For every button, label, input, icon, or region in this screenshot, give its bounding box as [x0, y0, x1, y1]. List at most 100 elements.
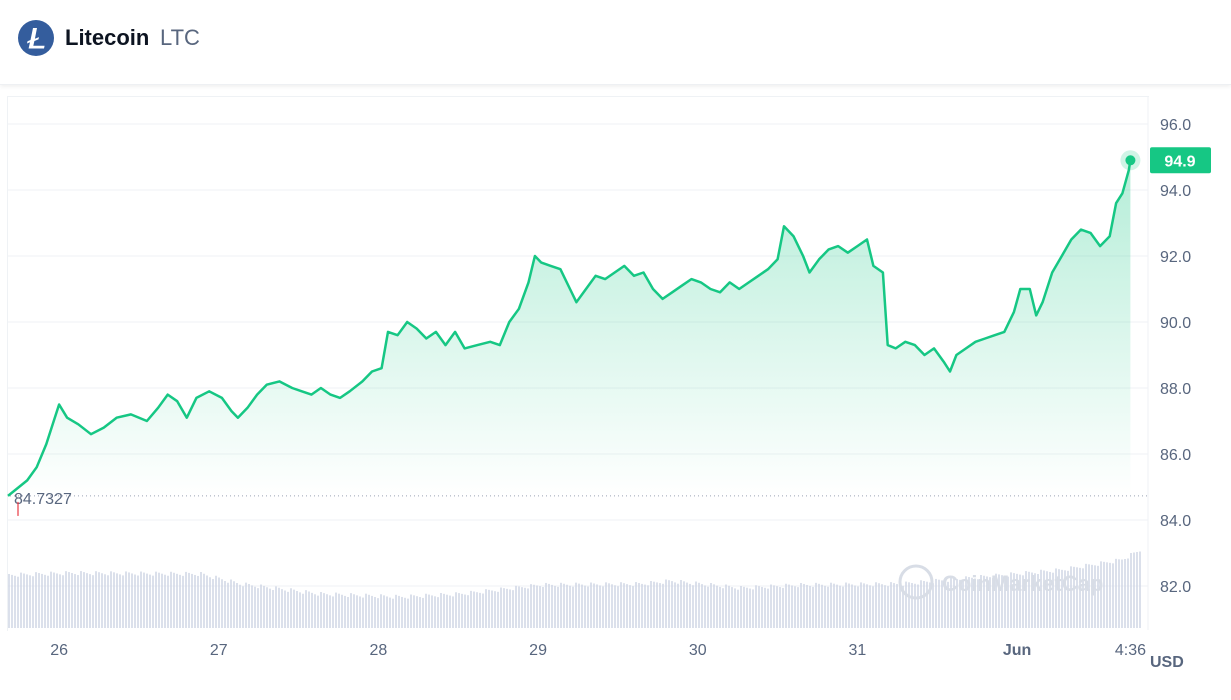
volume-bar: [590, 582, 592, 628]
volume-bar: [17, 576, 19, 628]
volume-bar: [506, 588, 508, 628]
volume-bar: [1076, 567, 1078, 628]
volume-bar: [1094, 565, 1096, 628]
volume-bar: [191, 573, 193, 628]
volume-bar: [206, 575, 208, 628]
x-tick-label: 31: [849, 642, 867, 659]
volume-bar: [698, 582, 700, 628]
volume-bar: [74, 574, 76, 628]
volume-bar: [275, 586, 277, 628]
axes: 96.0 94.0 92.0 90.0 88.0 86.0 84.0 82.0 26 27 28 29…: [50, 96, 1191, 659]
volume-bar: [617, 586, 619, 628]
volume-bar: [1037, 574, 1039, 628]
coin-name: Litecoin: [65, 25, 150, 50]
volume-bar: [575, 582, 577, 628]
volume-bar: [782, 587, 784, 628]
volume-bar: [395, 594, 397, 628]
volume-bar: [377, 598, 379, 628]
volume-bar: [812, 586, 814, 628]
volume-bar: [776, 586, 778, 628]
volume-bar: [896, 584, 898, 628]
volume-bar: [740, 586, 742, 628]
volume-bar: [323, 593, 325, 628]
volume-bar: [572, 586, 574, 628]
volume-bar: [596, 584, 598, 628]
litecoin-logo-icon: [18, 20, 54, 56]
volume-bar: [197, 575, 199, 628]
volume-bar: [413, 595, 415, 628]
volume-bar: [158, 572, 160, 628]
volume-bar: [872, 586, 874, 628]
volume-bar: [185, 571, 187, 628]
volume-bar: [629, 585, 631, 628]
volume-bar: [455, 592, 457, 628]
volume-bar: [83, 572, 85, 628]
volume-bar: [965, 576, 967, 628]
volume-bar: [116, 573, 118, 628]
volume-bar: [290, 588, 292, 628]
volume-bar: [23, 573, 25, 628]
volume-bar: [209, 577, 211, 628]
volume-bar: [428, 594, 430, 628]
volume-bar: [809, 585, 811, 628]
volume-bar: [716, 585, 718, 628]
volume-bar: [563, 583, 565, 628]
volume-bar: [608, 583, 610, 628]
volume-bar: [602, 586, 604, 628]
volume-bar: [524, 587, 526, 628]
volume-bar: [92, 575, 94, 628]
volume-bar: [722, 588, 724, 628]
x-tick-label: 26: [50, 642, 68, 659]
volume-bar: [791, 585, 793, 628]
volume-bar: [179, 574, 181, 628]
price-area: [8, 160, 1131, 496]
volume-bar: [1121, 559, 1123, 628]
volume-bar: [437, 597, 439, 628]
volume-bar: [122, 575, 124, 628]
volume-bar: [680, 580, 682, 628]
volume-bar: [470, 590, 472, 628]
volume-bar: [509, 589, 511, 628]
volume-bar: [971, 577, 973, 628]
volume-bar: [599, 585, 601, 628]
volume-bar: [953, 578, 955, 628]
volume-bar: [284, 590, 286, 628]
volume-bar: [101, 573, 103, 628]
volume-bar: [236, 583, 238, 628]
header-bar: Litecoin LTC: [0, 0, 1231, 85]
volume-bar: [215, 575, 217, 628]
volume-bar: [167, 575, 169, 628]
volume-bar: [677, 583, 679, 628]
volume-bar: [968, 577, 970, 628]
volume-bar: [383, 595, 385, 628]
volume-bar: [47, 575, 49, 628]
volume-bar: [800, 583, 802, 628]
volume-bar: [758, 586, 760, 628]
volume-bar: [128, 572, 130, 628]
volume-bar: [335, 592, 337, 628]
volume-bar: [962, 580, 964, 628]
volume-bar: [788, 584, 790, 628]
volume-bar: [251, 585, 253, 628]
volume-bar: [827, 586, 829, 628]
volume-bar: [578, 583, 580, 628]
volume-bar: [893, 583, 895, 628]
volume-bar: [917, 584, 919, 628]
volume-bar: [557, 586, 559, 628]
volume-bar: [155, 571, 157, 628]
volume-bar: [950, 577, 952, 628]
volume-bar: [668, 580, 670, 628]
y-tick-label: 90.0: [1160, 315, 1191, 332]
volume-bar: [605, 582, 607, 628]
volume-bar: [1088, 564, 1090, 628]
volume-bar: [200, 572, 202, 628]
volume-bar: [119, 574, 121, 628]
volume-bar: [890, 582, 892, 628]
volume-bar: [836, 584, 838, 628]
volume-bar: [272, 590, 274, 628]
volume-bar: [293, 589, 295, 628]
volume-bar: [1103, 561, 1105, 628]
current-point: [1125, 155, 1136, 166]
volume-bar: [554, 585, 556, 628]
